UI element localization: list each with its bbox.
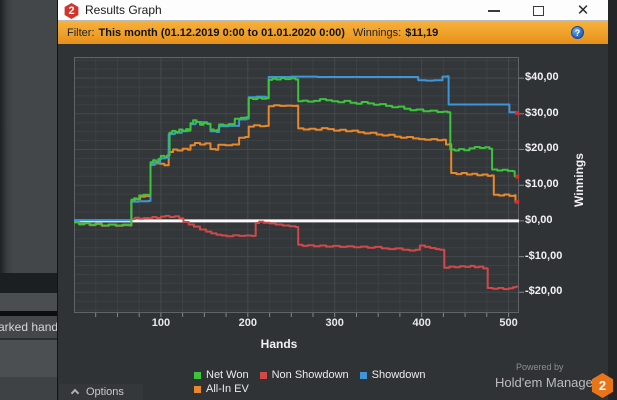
legend-swatch-icon [259, 372, 267, 379]
help-icon[interactable]: ? [571, 26, 584, 39]
maximize-button[interactable] [525, 0, 551, 21]
legend-item-all-in-ev[interactable]: All-In EV [194, 383, 249, 396]
legend-item-non-showdown[interactable]: Non Showdown [259, 369, 349, 382]
non-showdown-line [74, 214, 519, 291]
y-tick-label: -$10,00 [525, 249, 563, 262]
series-end-marker [515, 174, 520, 179]
chevron-up-icon [70, 388, 80, 398]
legend-swatch-icon [194, 386, 201, 393]
background-window-band [0, 273, 57, 293]
y-tick-label: $0,00 [525, 213, 553, 226]
hm2-badge-icon: 2 [591, 373, 614, 398]
net-won-line [74, 77, 519, 227]
minimize-icon [488, 9, 500, 12]
x-tick-label: 200 [238, 317, 257, 329]
background-window: arked hand [0, 0, 59, 400]
y-tick-label: $30,00 [525, 106, 559, 119]
y-tick-label: $10,00 [525, 178, 559, 191]
background-window-band [0, 377, 57, 400]
background-window-band [0, 340, 57, 377]
legend-label: Non Showdown [271, 369, 349, 381]
x-tick-label: 100 [151, 317, 171, 329]
chart-legend: Net Won Non Showdown Showdown All-In EV [194, 369, 446, 396]
minimize-button[interactable] [481, 0, 507, 21]
brand-name: Hold'em Manager [495, 375, 598, 390]
background-window-band [0, 293, 57, 311]
series-end-marker [515, 111, 520, 116]
legend-item-showdown[interactable]: Showdown [359, 369, 426, 382]
filter-bar: Filter: This month (01.12.2019 0:00 to 0… [58, 21, 608, 44]
legend-swatch-icon [194, 372, 201, 379]
close-button[interactable]: ✕ [570, 0, 596, 21]
x-tick-label: 400 [412, 317, 431, 329]
options-label: Options [86, 386, 124, 398]
x-tick-label: 300 [325, 317, 344, 329]
legend-swatch-icon [359, 372, 367, 379]
series-end-marker [515, 199, 520, 204]
legend-item-net-won[interactable]: Net Won [194, 369, 249, 382]
x-axis-title: Hands [260, 337, 298, 351]
background-window-divider [0, 338, 57, 340]
legend-label: All-In EV [206, 383, 249, 395]
desktop-background [608, 0, 617, 400]
title-bar: 2 Results Graph ✕ [58, 0, 608, 21]
window-title: Results Graph [85, 3, 162, 17]
options-button[interactable]: Options [59, 384, 143, 400]
background-window-row: arked hand [0, 316, 59, 338]
close-icon: ✕ [576, 2, 590, 19]
legend-label: Net Won [206, 369, 249, 381]
hm2-logo-icon: 2 [64, 3, 79, 19]
filter-range: This month (01.12.2019 0:00 to 01.01.202… [98, 26, 345, 39]
y-tick-label: $40,00 [525, 71, 559, 84]
y-tick-label: -$20,00 [525, 285, 563, 298]
background-window-text: arked hand [0, 320, 59, 334]
winnings-value: $11,19 [405, 26, 439, 39]
legend-label: Showdown [371, 369, 426, 381]
results-graph-window: 2 Results Graph ✕ Filter: This month (01… [57, 0, 614, 400]
x-tick-label: 500 [499, 317, 518, 329]
background-window-divider [0, 311, 57, 316]
y-tick-label: $20,00 [525, 142, 559, 155]
filter-label: Filter: [67, 26, 95, 39]
results-chart-plot [74, 57, 524, 317]
y-axis-title: Winnings [572, 153, 586, 207]
winnings-label: Winnings: [352, 26, 402, 39]
powered-by-label: Powered by [516, 362, 564, 372]
maximize-icon [532, 5, 544, 16]
